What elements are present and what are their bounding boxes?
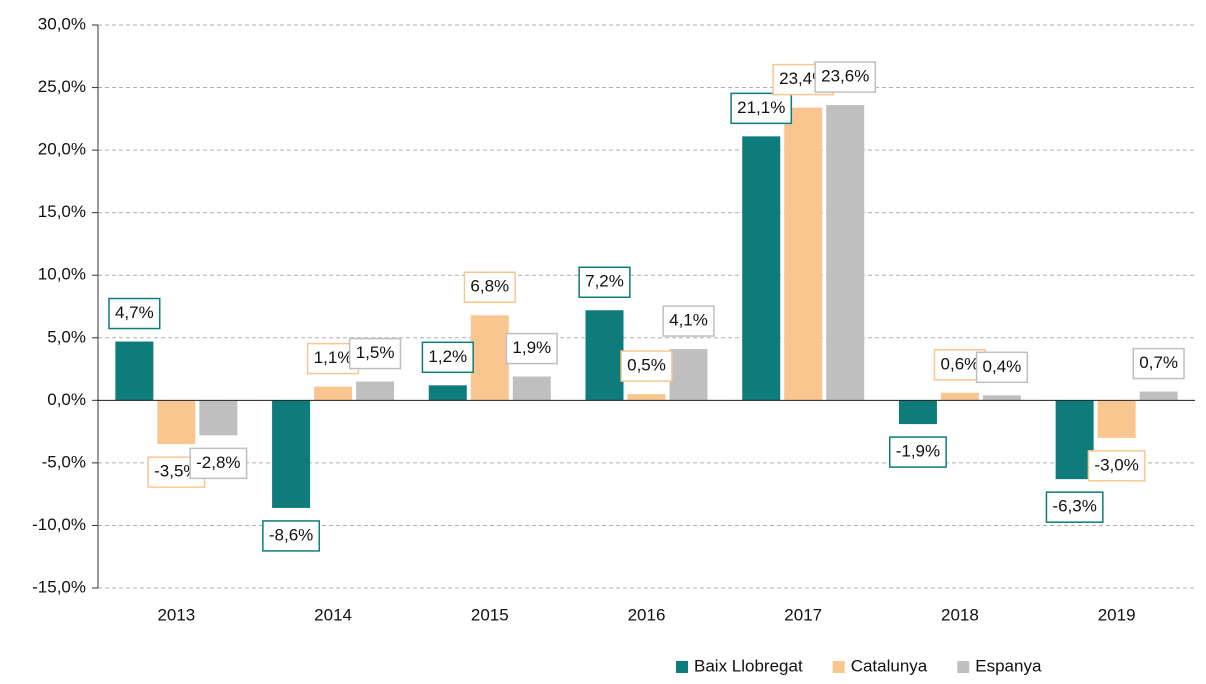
data-label: -6,3% bbox=[1045, 491, 1104, 523]
data-label-text: -3,5% bbox=[154, 462, 198, 481]
data-label-text: -2,8% bbox=[196, 453, 240, 472]
data-label: 1,2% bbox=[421, 341, 474, 374]
x-tick-label: 2017 bbox=[784, 605, 822, 624]
x-tick-label: 2014 bbox=[314, 605, 352, 624]
data-label-text: 23,6% bbox=[821, 67, 869, 86]
data-label: -3,0% bbox=[1087, 450, 1146, 482]
x-tick-label: 2013 bbox=[157, 605, 195, 624]
data-label-text: 7,2% bbox=[585, 272, 624, 291]
data-label-box bbox=[662, 305, 715, 337]
bar bbox=[982, 395, 1021, 401]
data-label-text: 4,7% bbox=[115, 303, 154, 322]
y-tick-label: 20,0% bbox=[38, 140, 86, 159]
data-label: -1,9% bbox=[888, 436, 947, 468]
data-label-text: -3,0% bbox=[1094, 455, 1138, 474]
data-label: 1,5% bbox=[348, 337, 402, 370]
data-label-text: 21,1% bbox=[737, 98, 785, 117]
y-tick-label: -10,0% bbox=[32, 515, 86, 534]
data-label-box bbox=[1132, 347, 1185, 380]
x-tick-label: 2018 bbox=[941, 605, 979, 624]
data-label: -2,8% bbox=[189, 447, 248, 480]
data-label-text: 0,5% bbox=[627, 356, 666, 375]
y-tick-label: -15,0% bbox=[32, 577, 86, 596]
bar bbox=[585, 310, 624, 401]
data-label: 0,7% bbox=[1132, 347, 1185, 380]
y-tick-label: 25,0% bbox=[38, 77, 86, 96]
data-label-box bbox=[1087, 450, 1146, 482]
data-label-box bbox=[262, 520, 321, 552]
y-tick-label: 5,0% bbox=[47, 327, 86, 346]
x-tick-label: 2015 bbox=[471, 605, 509, 624]
data-label: 0,4% bbox=[975, 351, 1029, 384]
bar bbox=[157, 400, 196, 445]
data-label-text: 1,5% bbox=[356, 343, 395, 362]
data-label-text: -1,9% bbox=[896, 442, 940, 461]
x-tick-label: 2016 bbox=[628, 605, 666, 624]
y-tick-label: 10,0% bbox=[38, 265, 86, 284]
data-label-box bbox=[888, 436, 947, 468]
bar bbox=[784, 107, 823, 401]
bar bbox=[1055, 400, 1094, 480]
data-label-box bbox=[348, 337, 402, 370]
data-label: 1,9% bbox=[505, 332, 558, 365]
data-label-box bbox=[505, 332, 558, 365]
data-label-box bbox=[730, 92, 793, 125]
bar bbox=[470, 315, 509, 401]
data-label: 6,8% bbox=[463, 271, 516, 304]
data-label: 23,6% bbox=[814, 61, 877, 93]
data-label-text: 1,2% bbox=[428, 347, 467, 366]
bar bbox=[199, 400, 238, 436]
data-label-text: 0,6% bbox=[941, 354, 980, 373]
data-label-box bbox=[189, 447, 248, 480]
legend-swatch bbox=[832, 661, 845, 673]
bar bbox=[314, 386, 353, 401]
y-tick-label: 30,0% bbox=[38, 14, 86, 33]
data-label: 4,1% bbox=[662, 305, 715, 337]
x-tick-label: 2019 bbox=[1098, 605, 1136, 624]
data-label: 7,2% bbox=[578, 266, 631, 299]
data-label-text: 0,7% bbox=[1139, 353, 1178, 372]
data-label: 4,7% bbox=[108, 297, 161, 330]
bar bbox=[826, 105, 865, 401]
y-tick-label: 15,0% bbox=[38, 202, 86, 221]
data-label-box bbox=[1045, 491, 1104, 523]
data-label-text: 0,4% bbox=[983, 357, 1022, 376]
legend-label: Espanya bbox=[975, 656, 1042, 675]
data-label: 0,5% bbox=[620, 350, 673, 382]
bar bbox=[898, 400, 937, 425]
data-label: 21,1% bbox=[730, 92, 793, 125]
data-label-box bbox=[108, 297, 161, 330]
y-tick-label: 0,0% bbox=[47, 390, 86, 409]
y-tick-label: -5,0% bbox=[42, 452, 86, 471]
bar bbox=[356, 381, 395, 401]
bar bbox=[512, 376, 551, 401]
bar bbox=[1097, 400, 1136, 438]
legend-swatch bbox=[957, 661, 970, 673]
data-label-text: 4,1% bbox=[669, 311, 708, 330]
bar bbox=[627, 394, 666, 401]
data-label-box bbox=[975, 351, 1029, 384]
legend-label: Catalunya bbox=[851, 656, 928, 675]
data-label-text: -6,3% bbox=[1052, 497, 1096, 516]
bar bbox=[940, 392, 979, 401]
legend-label: Baix Llobregat bbox=[694, 656, 803, 675]
bar bbox=[272, 400, 311, 508]
data-label-box bbox=[814, 61, 877, 93]
data-label-box bbox=[578, 266, 631, 299]
bar bbox=[428, 385, 467, 401]
legend-swatch bbox=[676, 661, 688, 673]
bar bbox=[1139, 391, 1178, 401]
data-label-box bbox=[421, 341, 474, 374]
data-label-box bbox=[463, 271, 516, 304]
bar bbox=[742, 136, 781, 401]
data-label-text: 1,1% bbox=[314, 348, 353, 367]
data-label-text: 6,8% bbox=[470, 277, 509, 296]
data-label: -8,6% bbox=[262, 520, 321, 552]
data-label-text: -8,6% bbox=[269, 525, 313, 544]
bar bbox=[115, 341, 154, 401]
data-label-text: 1,9% bbox=[512, 338, 551, 357]
bar bbox=[669, 349, 708, 401]
data-label-box bbox=[620, 350, 673, 382]
